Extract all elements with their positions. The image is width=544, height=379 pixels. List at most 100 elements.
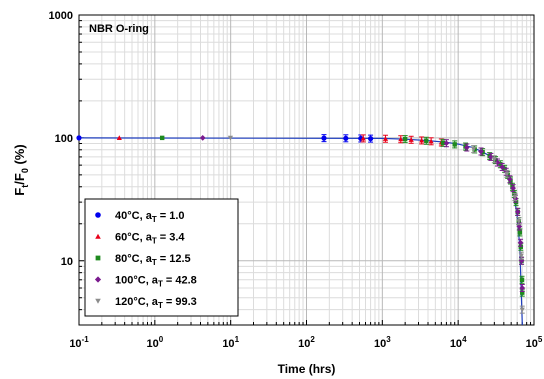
- legend-label-name: 80°C, a: [115, 253, 153, 265]
- y-tick-label: 10: [61, 256, 73, 268]
- y-tick-labels: 10 100 1000: [49, 10, 73, 268]
- x-tick-label: 105: [526, 335, 543, 350]
- x-tick-label: 101: [222, 335, 239, 350]
- y-tick-label: 1000: [49, 10, 73, 22]
- data-point: [519, 277, 525, 282]
- y-axis-label-sub-0: 0: [20, 168, 30, 173]
- x-tick-label: 104: [450, 335, 467, 350]
- data-point: [514, 208, 521, 215]
- data-point: [516, 219, 522, 224]
- x-tick-label-base: 10: [146, 338, 158, 350]
- y-axis-label-main: F: [12, 188, 27, 196]
- x-tick-label-base: 10: [374, 338, 386, 350]
- x-tick-label-base: 10: [222, 338, 234, 350]
- x-tick-label-exponent: -1: [82, 335, 90, 344]
- data-point: [517, 230, 523, 235]
- legend-item: 80°C, aT = 12.5: [95, 253, 191, 267]
- data-point: [494, 159, 501, 166]
- x-axis-label: Time (hrs): [278, 362, 336, 376]
- x-tick-label-base: 10: [526, 338, 538, 350]
- legend-label-name: 60°C, a: [115, 232, 153, 244]
- y-tick-label: 100: [55, 133, 73, 145]
- data-point: [502, 166, 507, 172]
- data-point: [424, 138, 429, 143]
- legend-label-name: 100°C, a: [115, 275, 159, 287]
- data-point: [491, 157, 497, 162]
- legend-marker: [95, 212, 101, 218]
- x-tick-label-exponent: 2: [310, 335, 315, 344]
- data-point: [443, 140, 450, 147]
- legend-label-subscript: T: [152, 215, 157, 224]
- data-point: [227, 135, 234, 141]
- data-point: [518, 253, 524, 259]
- series-group: [76, 134, 526, 314]
- data-point: [519, 285, 526, 291]
- data-point: [504, 171, 510, 177]
- data-point: [512, 194, 518, 200]
- data-point: [498, 162, 503, 167]
- data-point: [402, 136, 408, 142]
- data-point: [493, 157, 498, 163]
- x-tick-label-exponent: 1: [235, 335, 240, 344]
- legend-label-value: = 3.4: [157, 232, 186, 244]
- legend-label-subscript: T: [158, 301, 163, 310]
- data-point: [506, 176, 513, 183]
- x-tick-label: 10-1: [69, 335, 89, 350]
- data-point: [488, 154, 494, 160]
- legend-item: 60°C, aT = 3.4: [95, 232, 185, 246]
- y-axis-label-unit: (%): [12, 144, 27, 168]
- legend: 40°C, aT = 1.060°C, aT = 3.480°C, aT = 1…: [84, 198, 239, 317]
- y-axis-label: Ft/F0 (%): [12, 144, 30, 195]
- legend-item: 120°C, aT = 99.3: [95, 296, 197, 310]
- legend-label-subscript: T: [152, 258, 157, 267]
- y-axis-label-slash: /F: [12, 173, 27, 185]
- data-point: [408, 137, 414, 142]
- legend-label-subscript: T: [158, 280, 163, 289]
- legend-marker: [95, 255, 101, 261]
- data-point: [478, 148, 484, 155]
- data-point: [463, 144, 470, 151]
- x-tick-label-exponent: 3: [386, 335, 391, 344]
- data-point: [419, 137, 425, 143]
- x-tick-label-exponent: 5: [538, 335, 543, 344]
- data-point: [382, 136, 389, 141]
- legend-label-value: = 12.5: [157, 253, 191, 265]
- legend-item: 100°C, aT = 42.8: [94, 275, 197, 289]
- data-point: [517, 239, 524, 246]
- x-tick-label-exponent: 4: [462, 335, 467, 344]
- data-point: [76, 135, 82, 141]
- legend-marker: [95, 233, 101, 239]
- x-tick-label-base: 10: [450, 338, 462, 350]
- data-point: [519, 307, 525, 313]
- x-tick-label-exponent: 0: [159, 335, 164, 344]
- chart-annotation: NBR O-ring: [89, 23, 149, 35]
- x-tick-label: 103: [374, 335, 391, 350]
- legend-label: 40°C, aT = 1.0: [115, 210, 185, 224]
- data-point: [452, 142, 457, 147]
- legend-label-subscript: T: [152, 237, 157, 246]
- x-tick-label: 102: [298, 335, 315, 350]
- data-point: [440, 140, 446, 146]
- legend-box: [84, 198, 239, 317]
- legend-label-value: = 1.0: [157, 210, 185, 222]
- data-point: [428, 138, 434, 144]
- legend-marker: [94, 276, 102, 283]
- legend-label: 100°C, aT = 42.8: [115, 275, 197, 289]
- data-point: [367, 136, 374, 142]
- data-point: [321, 135, 327, 141]
- data-point: [360, 135, 366, 141]
- x-tick-labels: 10-1 100 101 102 103 104 105: [69, 335, 543, 350]
- data-point: [510, 185, 516, 191]
- legend-label-value: = 99.3: [163, 296, 197, 308]
- series-5: [227, 135, 525, 314]
- data-point: [499, 164, 505, 170]
- legend-label-value: = 42.8: [163, 275, 197, 287]
- legend-item: 40°C, aT = 1.0: [95, 210, 185, 224]
- legend-label: 80°C, aT = 12.5: [115, 253, 191, 267]
- axis-ticks: [78, 20, 532, 326]
- series-1: [76, 134, 374, 143]
- data-point: [471, 147, 477, 152]
- data-point: [199, 135, 206, 141]
